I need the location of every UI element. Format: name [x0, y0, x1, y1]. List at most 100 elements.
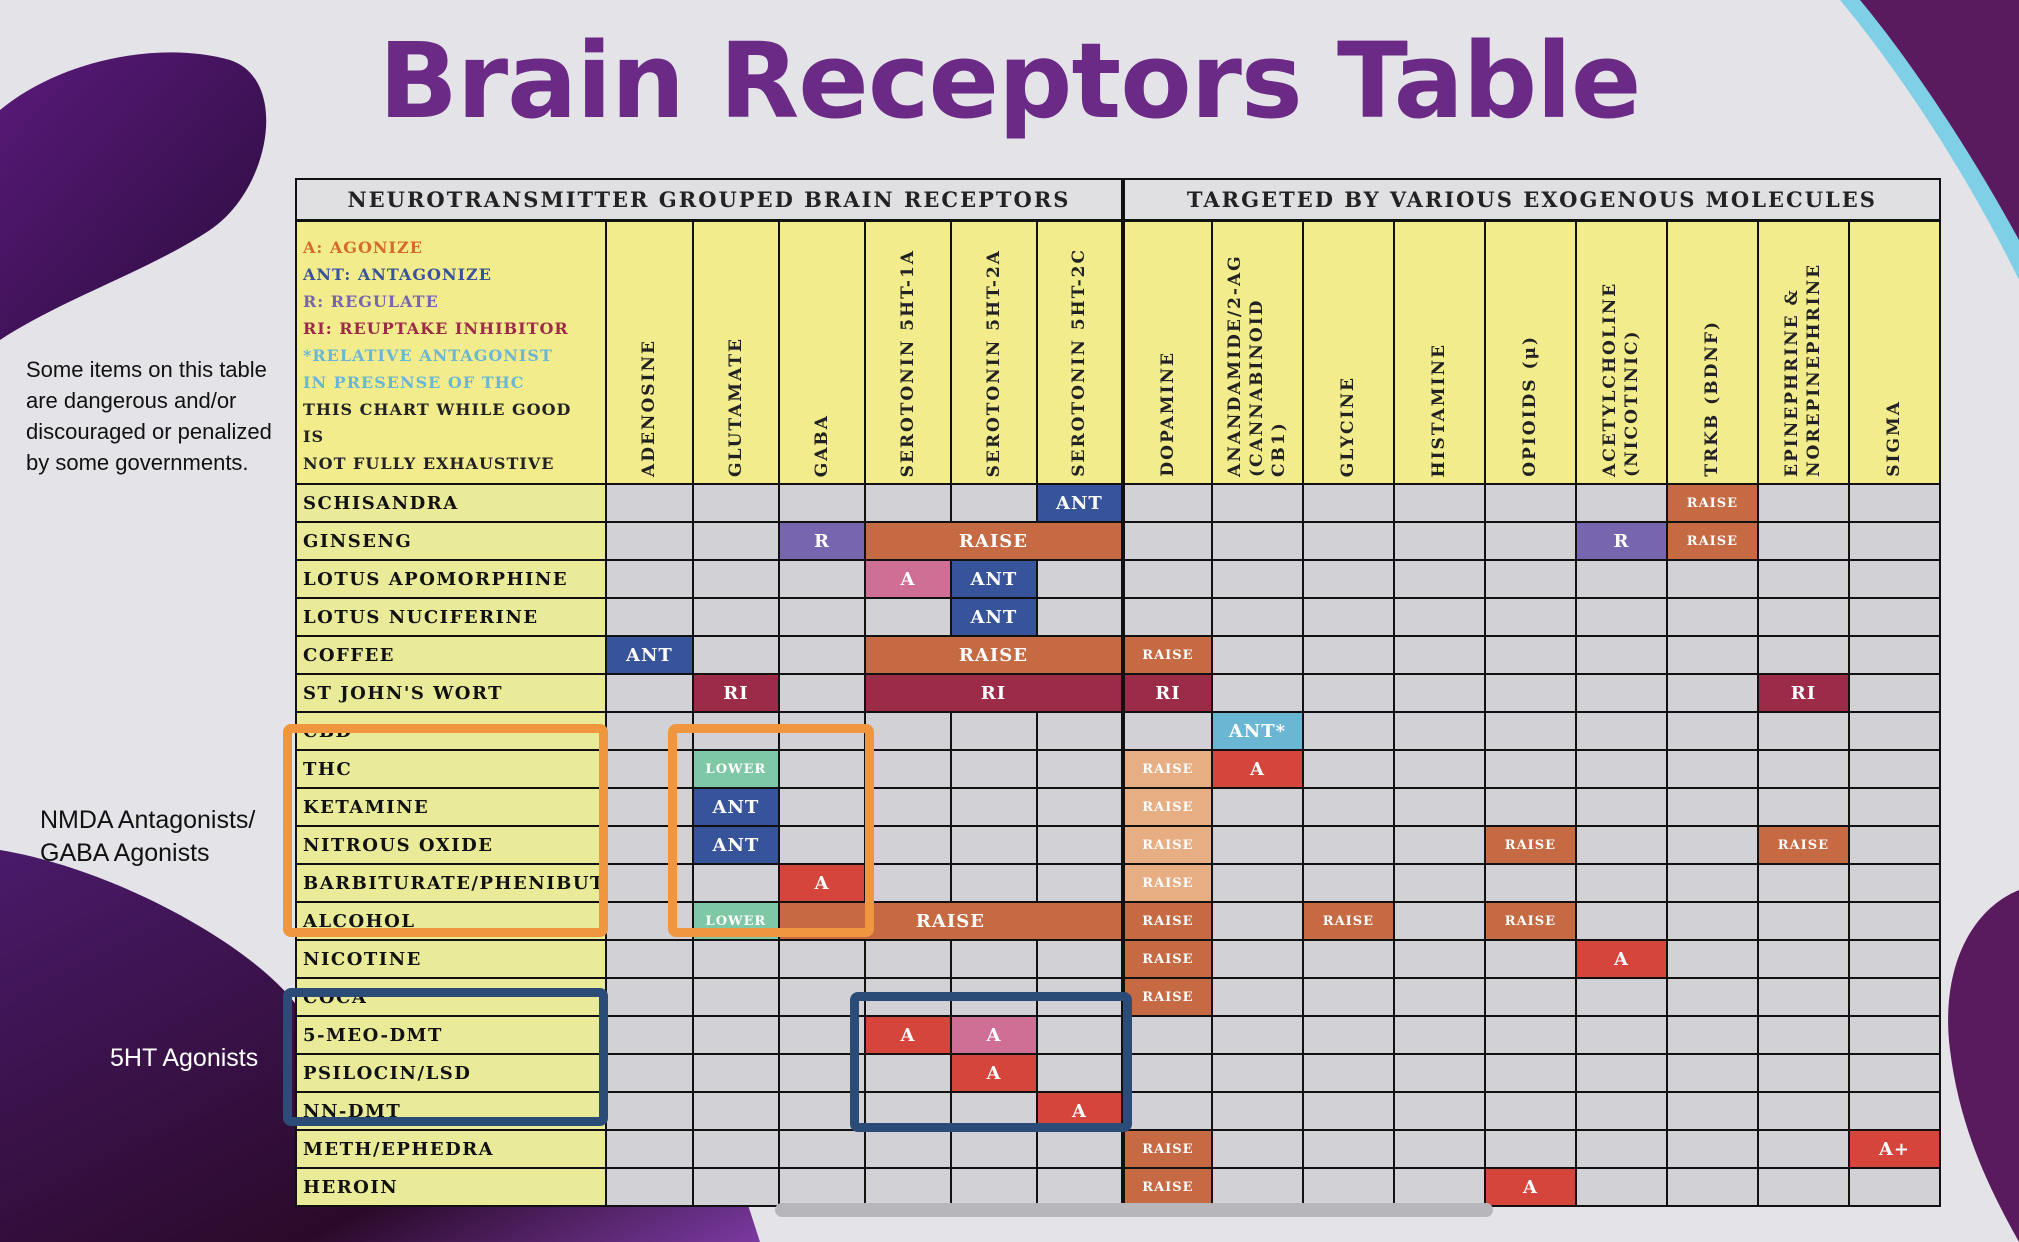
- empty-cell: [1756, 1015, 1850, 1055]
- empty-cell: [777, 1015, 866, 1055]
- empty-cell: [1756, 977, 1850, 1017]
- empty-cell: [777, 939, 866, 979]
- empty-cell: [863, 597, 952, 637]
- legend-item: ANT: ANTAGONIZE: [303, 265, 492, 284]
- effect-cell: RAISE: [1120, 939, 1213, 979]
- empty-cell: [691, 559, 780, 599]
- empty-cell: [1210, 673, 1304, 713]
- effect-cell: ANT*: [1210, 711, 1304, 751]
- empty-cell: [1392, 1129, 1486, 1169]
- page-title: Brain Receptors Table: [378, 20, 1642, 142]
- effect-cell: RAISE: [863, 635, 1124, 675]
- table-row: METH/EPHEDRA RAISE A+: [295, 1129, 1941, 1169]
- empty-cell: [1120, 1053, 1213, 1093]
- empty-cell: [949, 1167, 1038, 1207]
- empty-cell: [1847, 787, 1941, 827]
- table-row: NN-DMT A: [295, 1091, 1941, 1131]
- empty-cell: [1665, 673, 1759, 713]
- empty-cell: [777, 483, 866, 523]
- empty-cell: [1392, 1053, 1486, 1093]
- table-row: LOTUS APOMORPHINE A ANT: [295, 559, 1941, 599]
- effect-cell: RAISE: [1120, 635, 1213, 675]
- column-header: DOPAMINE: [1120, 219, 1213, 485]
- table-row: SCHISANDRA ANT RAISE: [295, 483, 1941, 523]
- empty-cell: [1210, 939, 1304, 979]
- effect-cell: ANT: [691, 787, 780, 827]
- empty-cell: [1574, 901, 1668, 941]
- empty-cell: [691, 711, 780, 751]
- empty-cell: [604, 939, 694, 979]
- group-header-right: TARGETED BY VARIOUS EXOGENOUS MOLECULES: [1120, 178, 1941, 222]
- empty-cell: [604, 1053, 694, 1093]
- effect-cell: RAISE: [1120, 787, 1213, 827]
- effect-cell: RAISE: [1483, 825, 1577, 865]
- empty-cell: [691, 635, 780, 675]
- empty-cell: [949, 787, 1038, 827]
- empty-cell: [1574, 673, 1668, 713]
- effect-cell: RAISE: [1120, 1167, 1213, 1207]
- table-row: NICOTINE RAISE A: [295, 939, 1941, 979]
- empty-cell: [863, 863, 952, 903]
- column-header-label: SEROTONIN 5HT-1A: [897, 248, 918, 477]
- empty-cell: [1483, 559, 1577, 599]
- empty-cell: [1756, 1053, 1850, 1093]
- effect-cell: A: [1035, 1091, 1124, 1131]
- empty-cell: [1035, 559, 1124, 599]
- group-header-left: NEUROTRANSMITTER GROUPED BRAIN RECEPTORS: [295, 178, 1124, 222]
- empty-cell: [1756, 635, 1850, 675]
- empty-cell: [1847, 597, 1941, 637]
- empty-cell: [1392, 673, 1486, 713]
- empty-cell: [1756, 711, 1850, 751]
- horizontal-scrollbar[interactable]: [775, 1203, 1493, 1217]
- empty-cell: [691, 1167, 780, 1207]
- empty-cell: [863, 1053, 952, 1093]
- empty-cell: [1847, 863, 1941, 903]
- empty-cell: [863, 483, 952, 523]
- empty-cell: [1483, 863, 1577, 903]
- column-header-label: HISTAMINE: [1429, 342, 1450, 477]
- empty-cell: [777, 1129, 866, 1169]
- empty-cell: [949, 483, 1038, 523]
- empty-cell: [1392, 977, 1486, 1017]
- empty-cell: [691, 939, 780, 979]
- empty-cell: [1483, 1015, 1577, 1055]
- empty-cell: [1301, 787, 1395, 827]
- empty-cell: [949, 825, 1038, 865]
- row-label: NICOTINE: [295, 939, 607, 979]
- column-header: GABA: [777, 219, 866, 485]
- column-header-label: EPINEPHRINE & NOREPINEPHRINE: [1782, 262, 1825, 477]
- purple-blob-bottom-left: [0, 850, 760, 1242]
- empty-cell: [604, 1091, 694, 1131]
- empty-cell: [1210, 521, 1304, 561]
- empty-cell: [777, 1091, 866, 1131]
- empty-cell: [604, 711, 694, 751]
- table-row: 5-MEO-DMT A A: [295, 1015, 1941, 1055]
- empty-cell: [691, 863, 780, 903]
- empty-cell: [1756, 1167, 1850, 1207]
- empty-cell: [1392, 825, 1486, 865]
- empty-cell: [863, 749, 952, 789]
- empty-cell: [1756, 901, 1850, 941]
- empty-cell: [777, 787, 866, 827]
- empty-cell: [1392, 749, 1486, 789]
- column-header: ACETYLCHOLINE (NICOTINIC): [1574, 219, 1668, 485]
- purple-blob-top-left: [0, 52, 267, 340]
- empty-cell: [1483, 787, 1577, 827]
- row-label: COFFEE: [295, 635, 607, 675]
- empty-cell: [1665, 559, 1759, 599]
- empty-cell: [777, 977, 866, 1017]
- empty-cell: [1574, 597, 1668, 637]
- empty-cell: [1847, 1015, 1941, 1055]
- row-label: COCA: [295, 977, 607, 1017]
- empty-cell: [1847, 1091, 1941, 1131]
- empty-cell: [1665, 863, 1759, 903]
- empty-cell: [1210, 1129, 1304, 1169]
- empty-cell: [1392, 863, 1486, 903]
- empty-cell: [1574, 635, 1668, 675]
- empty-cell: [1847, 635, 1941, 675]
- empty-cell: [1210, 977, 1304, 1017]
- effect-cell: RAISE: [1120, 825, 1213, 865]
- empty-cell: [1210, 483, 1304, 523]
- row-label: CBD: [295, 711, 607, 751]
- empty-cell: [1665, 711, 1759, 751]
